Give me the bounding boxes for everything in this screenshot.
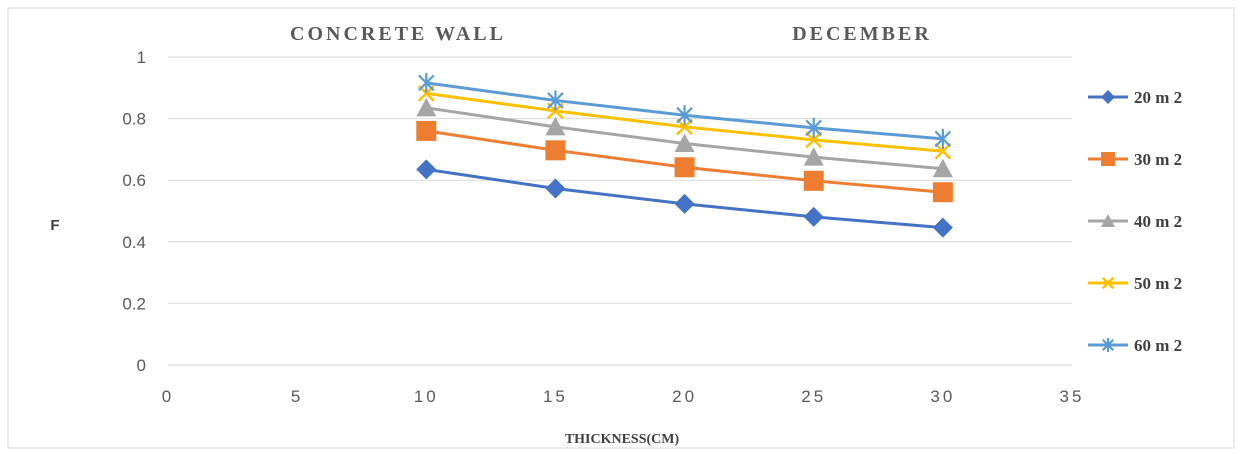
data-point-diamond (416, 159, 437, 180)
x-tick-label: 10 (414, 387, 439, 406)
chart-title-left: CONCRETE WALL (290, 23, 506, 45)
data-point-square (674, 157, 695, 178)
legend: 20 m 2 30 m 2 40 m 2 50 m 2 60 m 2 (1088, 88, 1182, 355)
data-point-diamond (803, 206, 824, 227)
legend-item: 20 m 2 (1088, 88, 1182, 107)
data-point-star (547, 90, 564, 111)
data-point-star (676, 105, 693, 126)
x-tick-label: 5 (291, 387, 303, 406)
data-point-star (805, 117, 822, 138)
data-point-triangle (674, 133, 695, 153)
x-tick-label: 35 (1060, 387, 1085, 406)
data-point-square (803, 170, 824, 191)
legend-label: 60 m 2 (1134, 336, 1182, 355)
legend-item: 30 m 2 (1088, 150, 1182, 169)
y-tick-label: 0 (137, 356, 146, 375)
x-axis-label: THICKNESS(CM) (565, 432, 680, 447)
chart-title-right: DECEMBER (792, 23, 932, 45)
data-point-x (1101, 276, 1115, 290)
data-point-triangle (416, 97, 437, 117)
data-point-triangle (932, 158, 953, 178)
legend-label: 30 m 2 (1134, 150, 1182, 169)
data-point-star (418, 72, 435, 93)
data-point-diamond (1101, 90, 1115, 104)
data-point-square (1101, 152, 1115, 166)
data-point-triangle (803, 147, 824, 166)
legend-item: 40 m 2 (1088, 212, 1182, 231)
data-point-triangle (1101, 214, 1115, 227)
x-tick-label: 30 (930, 387, 955, 406)
data-point-diamond (932, 217, 953, 238)
legend-item: 50 m 2 (1088, 274, 1182, 293)
series-lines (416, 72, 953, 238)
data-point-x (676, 118, 693, 136)
data-point-square (932, 182, 953, 203)
y-tick-label: 0.4 (122, 233, 146, 252)
data-point-square (545, 140, 566, 161)
x-tick-label: 20 (672, 387, 697, 406)
legend-label: 40 m 2 (1134, 212, 1182, 231)
legend-item: 60 m 2 (1088, 336, 1182, 355)
x-tick-labels: 0 5 10 15 20 25 30 35 (162, 387, 1085, 406)
x-tick-label: 25 (801, 387, 826, 406)
y-tick-label: 0.2 (122, 294, 146, 313)
series-5 (418, 72, 952, 149)
x-tick-label: 15 (543, 387, 568, 406)
y-tick-label: 0.6 (122, 171, 146, 190)
y-tick-label: 1 (137, 48, 146, 67)
data-point-triangle (545, 116, 566, 136)
chart-border (7, 7, 1235, 449)
data-point-x (934, 142, 952, 160)
data-point-square (416, 120, 437, 141)
y-tick-label: 0.8 (122, 110, 146, 129)
series-1 (416, 159, 953, 238)
legend-label: 20 m 2 (1134, 88, 1182, 107)
data-point-diamond (674, 193, 695, 214)
x-tick-label: 0 (162, 387, 174, 406)
data-point-star (1101, 338, 1115, 352)
series-2 (416, 120, 953, 203)
series-4 (417, 84, 952, 160)
y-axis-label: F (50, 217, 59, 234)
series-3 (416, 97, 953, 178)
y-tick-labels: 0 0.2 0.4 0.6 0.8 1 (122, 48, 146, 375)
data-point-star (934, 128, 952, 149)
legend-label: 50 m 2 (1134, 274, 1182, 293)
data-point-x (805, 131, 823, 149)
data-point-diamond (545, 178, 566, 199)
